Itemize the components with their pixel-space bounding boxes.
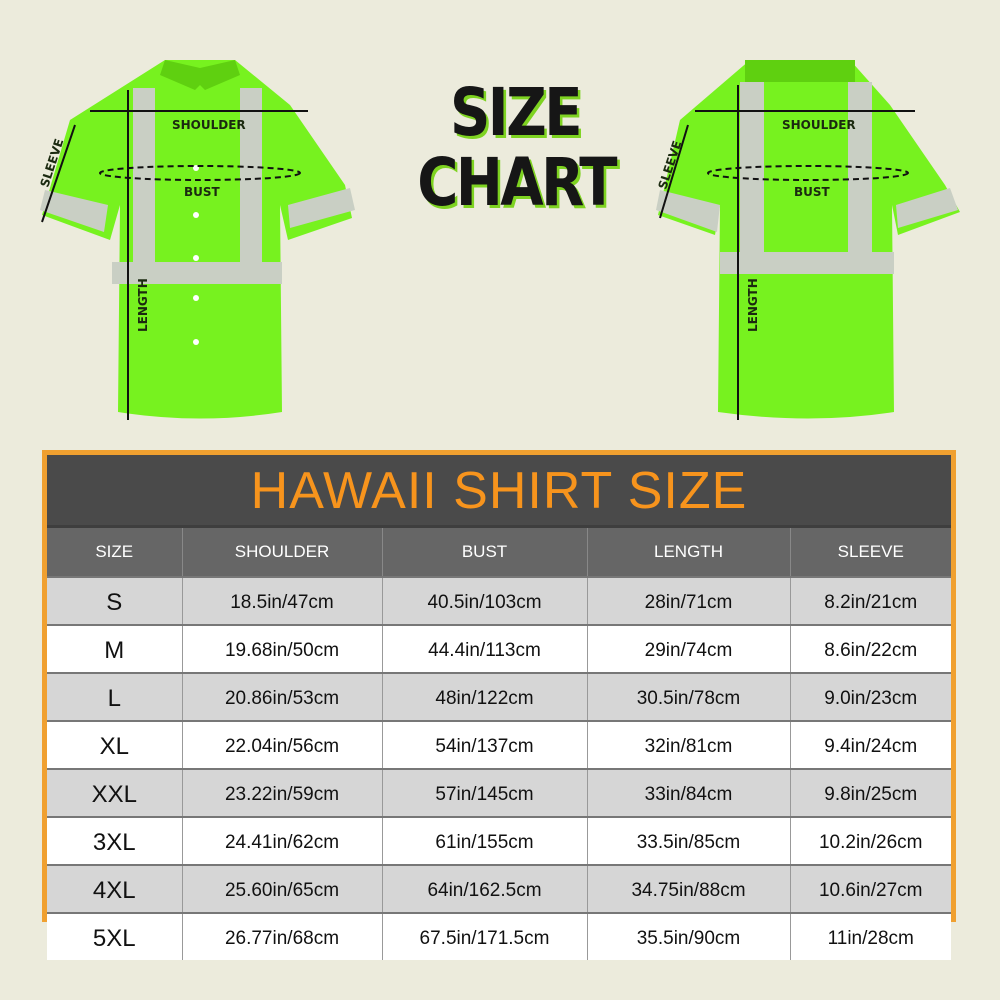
front-shirt-illustration: SHOULDER BUST SLEEVE LENGTH: [0, 0, 400, 440]
table-row: 5XL 26.77in/68cm 67.5in/171.5cm 35.5in/90cm…: [47, 912, 951, 960]
heading-line-2: CHART: [417, 144, 617, 221]
cell-sleeve: 9.8in/25cm: [790, 768, 951, 817]
cell-bust: 57in/145cm: [382, 768, 588, 817]
back-length-label: LENGTH: [746, 278, 760, 332]
cell-bust: 54in/137cm: [382, 720, 588, 769]
cell-length: 33.5in/85cm: [587, 816, 791, 865]
cell-size: M: [47, 624, 183, 673]
cell-size: XXL: [47, 768, 183, 817]
cell-size: S: [47, 576, 183, 625]
table-row: S 18.5in/47cm 40.5in/103cm 28in/71cm 8.2in/2…: [47, 576, 951, 625]
table-row: L 20.86in/53cm 48in/122cm 30.5in/78cm 9.0in/…: [47, 672, 951, 721]
size-grid: SIZE SHOULDER BUST LENGTH SLEEVE S 18.5in…: [47, 525, 951, 960]
col-header-sleeve: SLEEVE: [790, 525, 951, 577]
cell-size: L: [47, 672, 183, 721]
front-bust-label: BUST: [184, 185, 221, 199]
table-row: XL 22.04in/56cm 54in/137cm 32in/81cm 9.4in/2…: [47, 720, 951, 769]
front-shoulder-label: SHOULDER: [172, 118, 246, 132]
cell-shoulder: 22.04in/56cm: [182, 720, 383, 769]
cell-size: 4XL: [47, 864, 183, 913]
cell-sleeve: 8.2in/21cm: [790, 576, 951, 625]
col-header-length: LENGTH: [587, 525, 791, 577]
back-shoulder-label: SHOULDER: [782, 118, 856, 132]
cell-sleeve: 9.0in/23cm: [790, 672, 951, 721]
cell-sleeve: 11in/28cm: [790, 912, 951, 960]
size-table: HAWAII SHIRT SIZE SIZE SHOULDER BUST LEN…: [42, 450, 956, 960]
cell-size: 5XL: [47, 912, 183, 960]
cell-sleeve: 8.6in/22cm: [790, 624, 951, 673]
table-row: XXL 23.22in/59cm 57in/145cm 33in/84cm 9.8in/…: [47, 768, 951, 817]
cell-sleeve: 10.6in/27cm: [790, 864, 951, 913]
cell-shoulder: 25.60in/65cm: [182, 864, 383, 913]
table-row: 4XL 25.60in/65cm 64in/162.5cm 34.75in/88cm 1…: [47, 864, 951, 913]
cell-length: 29in/74cm: [587, 624, 791, 673]
cell-shoulder: 26.77in/68cm: [182, 912, 383, 960]
cell-length: 32in/81cm: [587, 720, 791, 769]
cell-shoulder: 19.68in/50cm: [182, 624, 383, 673]
cell-bust: 44.4in/113cm: [382, 624, 588, 673]
cell-bust: 40.5in/103cm: [382, 576, 588, 625]
cell-length: 33in/84cm: [587, 768, 791, 817]
cell-size: XL: [47, 720, 183, 769]
cell-bust: 64in/162.5cm: [382, 864, 588, 913]
cell-shoulder: 23.22in/59cm: [182, 768, 383, 817]
header-row: SIZE SHOULDER BUST LENGTH SLEEVE: [47, 525, 951, 577]
col-header-bust: BUST: [382, 525, 588, 577]
cell-shoulder: 20.86in/53cm: [182, 672, 383, 721]
cell-length: 35.5in/90cm: [587, 912, 791, 960]
cell-shoulder: 24.41in/62cm: [182, 816, 383, 865]
heading-line-1: SIZE: [449, 74, 583, 151]
cell-bust: 48in/122cm: [382, 672, 588, 721]
front-length-label: LENGTH: [136, 278, 150, 332]
cell-sleeve: 10.2in/26cm: [790, 816, 951, 865]
col-header-shoulder: SHOULDER: [182, 525, 383, 577]
cell-sleeve: 9.4in/24cm: [790, 720, 951, 769]
cell-bust: 61in/155cm: [382, 816, 588, 865]
table-title: HAWAII SHIRT SIZE: [47, 455, 951, 525]
back-bust-label: BUST: [794, 185, 831, 199]
back-shirt-illustration: SHOULDER BUST SLEEVE LENGTH: [620, 0, 1000, 440]
cell-length: 30.5in/78cm: [587, 672, 791, 721]
cell-size: 3XL: [47, 816, 183, 865]
table-row: M 19.68in/50cm 44.4in/113cm 29in/74cm 8.6in/…: [47, 624, 951, 673]
table-row: 3XL 24.41in/62cm 61in/155cm 33.5in/85cm 10.2…: [47, 816, 951, 865]
cell-bust: 67.5in/171.5cm: [382, 912, 588, 960]
cell-length: 34.75in/88cm: [587, 864, 791, 913]
cell-length: 28in/71cm: [587, 576, 791, 625]
col-header-size: SIZE: [47, 525, 183, 577]
cell-shoulder: 18.5in/47cm: [182, 576, 383, 625]
size-chart-heading: SIZE CHART: [417, 74, 617, 221]
